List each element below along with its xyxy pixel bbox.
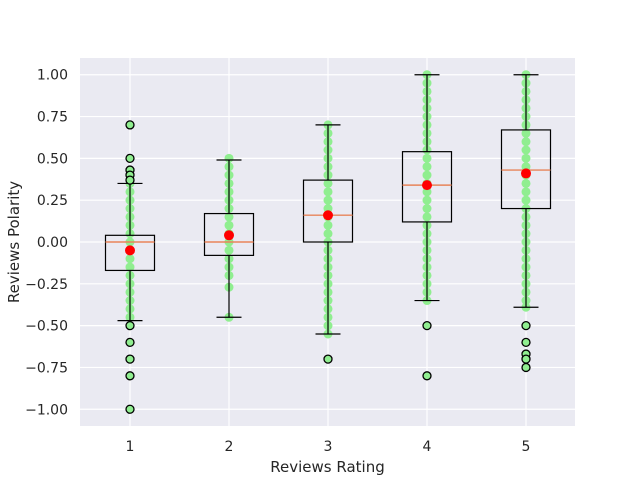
- mean-marker: [125, 245, 135, 256]
- outlier-point: [125, 175, 135, 185]
- outlier-point: [422, 371, 432, 381]
- data-point: [224, 245, 234, 255]
- box-iqr: [401, 151, 453, 223]
- outlier-point: [323, 354, 333, 364]
- data-point: [323, 195, 333, 205]
- outlier-point: [521, 337, 531, 348]
- data-point: [125, 254, 135, 264]
- data-point: [422, 162, 432, 172]
- outlier-point: [125, 153, 135, 164]
- data-point: [422, 153, 432, 163]
- box-group-4: [401, 70, 453, 381]
- box-group-5: [500, 70, 552, 373]
- outlier-point: [422, 320, 432, 331]
- box-iqr: [500, 129, 552, 210]
- outlier-point: [125, 371, 135, 381]
- x-tick-label: 5: [522, 439, 531, 455]
- y-axis-title: Reviews Polarity: [5, 181, 23, 303]
- data-point: [521, 153, 531, 163]
- box-group-3: [302, 120, 354, 364]
- outlier-point: [125, 320, 135, 331]
- x-tick-label: 1: [126, 439, 135, 455]
- data-point: [422, 170, 432, 180]
- y-axis-ticks: −1.00 −0.75 −0.50 −0.25 0.00 0.25 0.50 0.75 1.00: [25, 68, 68, 419]
- mean-marker: [224, 230, 234, 241]
- data-point: [521, 145, 531, 155]
- outlier-point: [125, 337, 135, 348]
- outlier-point: [125, 404, 135, 414]
- box-iqr: [302, 179, 354, 243]
- box-group-1: [104, 120, 156, 414]
- mean-marker: [422, 180, 432, 191]
- data-point: [125, 262, 135, 272]
- y-tick-label: −0.75: [25, 360, 68, 376]
- data-point: [521, 187, 531, 197]
- data-point: [224, 212, 234, 222]
- x-tick-label: 4: [423, 439, 432, 455]
- y-tick-label: 0.75: [37, 110, 68, 126]
- data-point: [323, 229, 333, 239]
- data-point: [224, 220, 234, 230]
- outlier-point: [125, 354, 135, 364]
- data-point: [323, 178, 333, 188]
- x-axis-title: Reviews Rating: [270, 458, 384, 476]
- outlier-point: [521, 354, 531, 364]
- outlier-point: [125, 120, 135, 130]
- y-tick-label: 1.00: [37, 68, 68, 84]
- data-point: [422, 212, 432, 222]
- outlier-point: [521, 320, 531, 331]
- x-axis-ticks: 1 2 3 4 5: [126, 439, 531, 455]
- data-point: [422, 195, 432, 205]
- data-point: [521, 128, 531, 138]
- box-group-2: [203, 153, 255, 322]
- boxes-layer: [104, 70, 552, 414]
- box-iqr: [203, 212, 255, 256]
- y-tick-label: 0.00: [37, 235, 68, 251]
- outlier-point: [521, 362, 531, 373]
- data-point: [521, 195, 531, 205]
- box-iqr: [104, 234, 156, 272]
- data-point: [422, 204, 432, 214]
- data-point: [521, 178, 531, 188]
- mean-marker: [521, 168, 531, 179]
- y-tick-label: 0.50: [37, 151, 68, 167]
- y-tick-label: −0.25: [25, 277, 68, 293]
- mean-marker: [323, 210, 333, 221]
- x-tick-label: 3: [324, 439, 333, 455]
- data-point: [323, 220, 333, 230]
- x-tick-label: 2: [225, 439, 234, 455]
- data-point: [323, 187, 333, 197]
- y-tick-label: −0.50: [25, 319, 68, 335]
- data-point: [521, 137, 531, 147]
- y-tick-label: 0.25: [37, 193, 68, 209]
- y-tick-label: −1.00: [25, 402, 68, 418]
